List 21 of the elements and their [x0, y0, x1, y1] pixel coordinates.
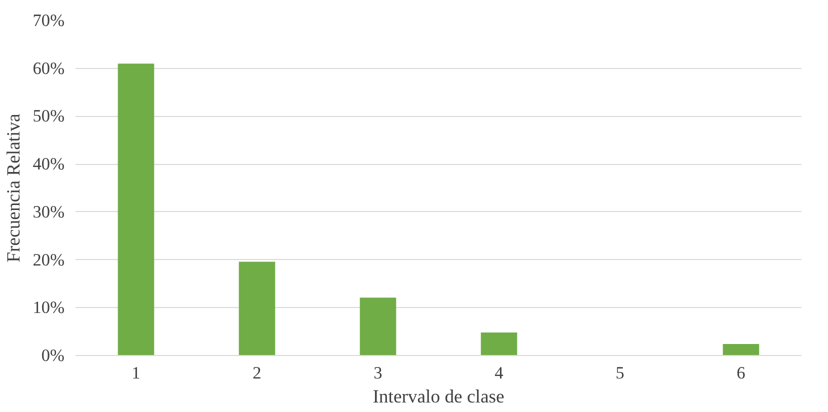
y-tick-label: 60% [32, 58, 65, 78]
bar [118, 64, 154, 356]
x-tick-label: 3 [374, 364, 382, 382]
y-tick-label: 30% [32, 202, 65, 222]
x-tick-label: 2 [252, 364, 262, 382]
bar [480, 332, 518, 356]
x-axis-title: Intervalo de clase [372, 386, 504, 408]
y-tick-label: 40% [32, 154, 65, 174]
x-tick-label: 1 [132, 364, 140, 382]
y-axis-title: Frecuencia Relativa [4, 112, 25, 262]
x-tick-label: 6 [736, 364, 746, 382]
y-tick-label: 70% [32, 11, 65, 30]
x-tick-label: 4 [494, 364, 504, 382]
y-tick-label: 20% [32, 250, 65, 270]
y-tick-label: 0% [41, 346, 65, 365]
bar [238, 262, 276, 356]
bar [722, 344, 760, 356]
bar [360, 298, 396, 356]
y-tick-label: 50% [32, 106, 65, 126]
x-tick-label: 5 [616, 364, 624, 382]
y-tick-label: 10% [32, 298, 65, 318]
